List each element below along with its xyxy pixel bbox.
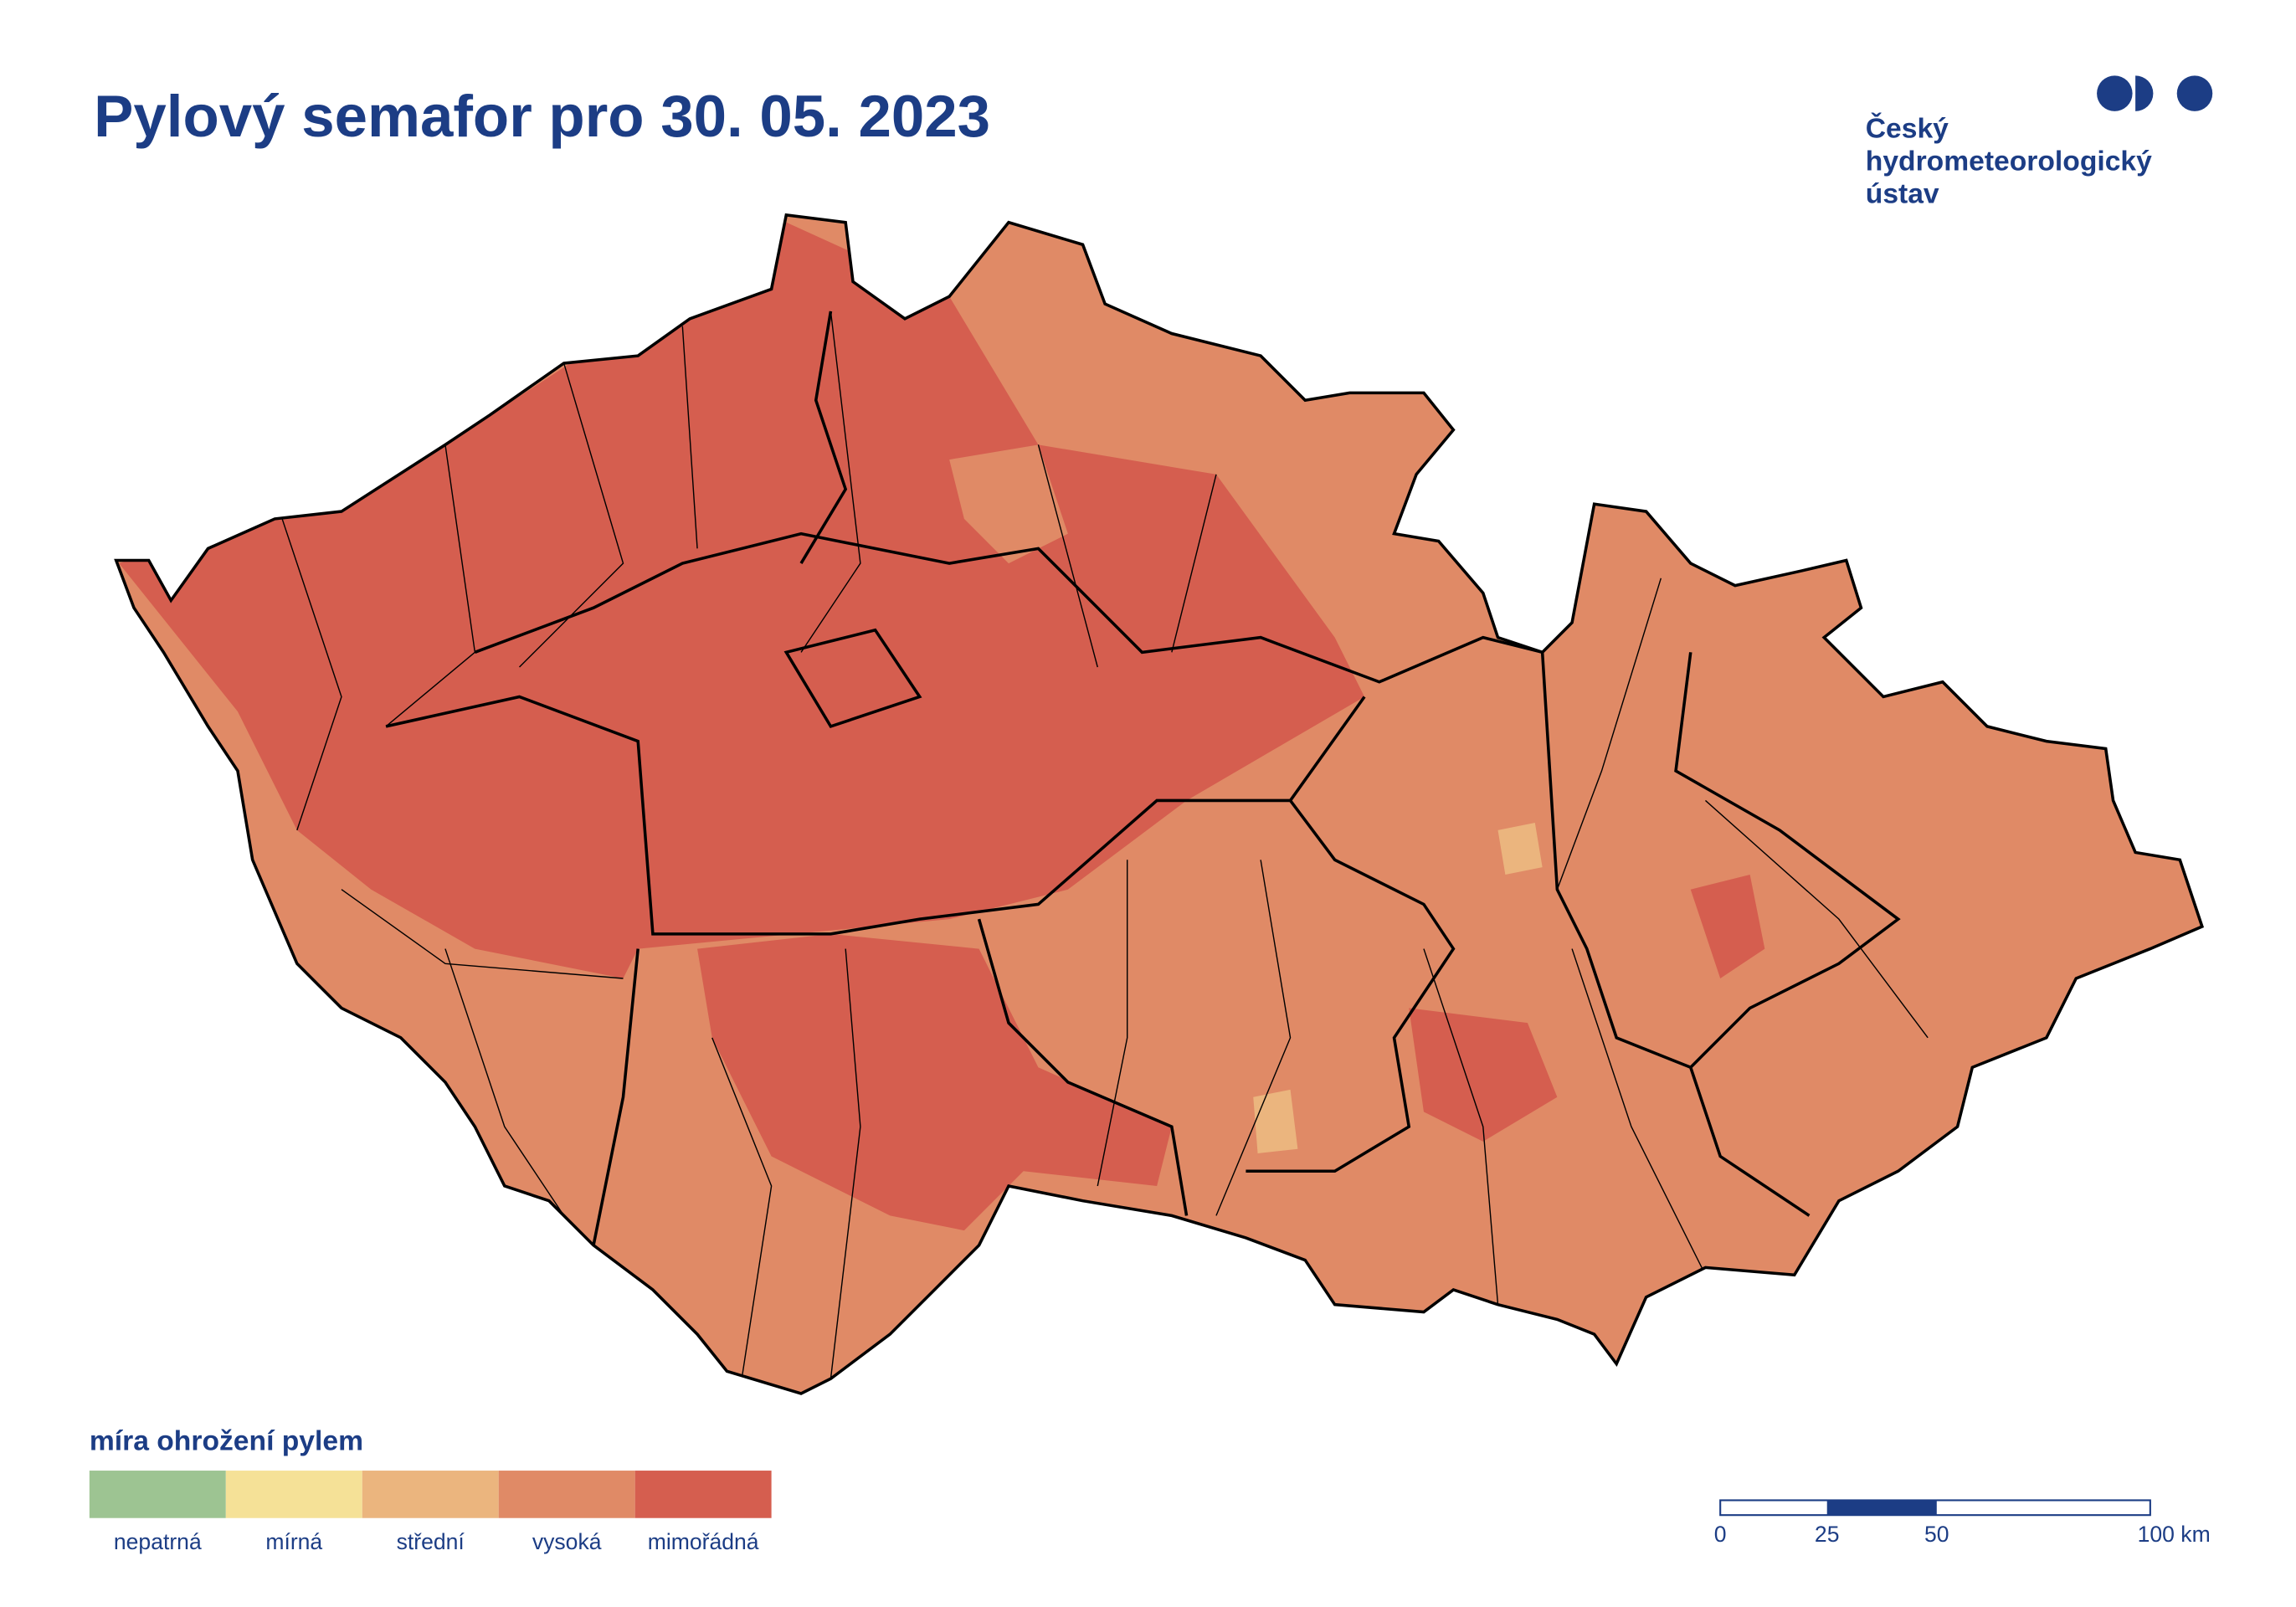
area-medium	[1253, 1089, 1298, 1154]
scale-label: 0	[1714, 1522, 1727, 1547]
logo-text: ústav	[1866, 179, 1939, 210]
logo-dot	[2176, 75, 2213, 111]
logo-text: hydrometeorologický	[1866, 146, 2152, 177]
region-borders	[385, 311, 1901, 1246]
legend-swatch	[225, 1471, 362, 1518]
logo-half	[2135, 75, 2154, 111]
area-extreme	[119, 222, 1365, 979]
legend-title: míra ohrožení pylem	[90, 1425, 363, 1456]
logo-text: Český	[1866, 112, 1949, 145]
scale-label: 50	[1924, 1522, 1949, 1547]
legend: míra ohrožení pylem nepatrná mírná střední…	[89, 1425, 772, 1554]
legend-label: mimořádná	[648, 1529, 759, 1554]
legend-label: mírná	[265, 1529, 322, 1554]
legend-label: nepatrná	[114, 1529, 202, 1554]
legend-swatch	[362, 1471, 499, 1518]
area-extreme	[1690, 875, 1765, 979]
area-medium	[1497, 823, 1543, 875]
legend-swatch	[89, 1471, 226, 1518]
area-high	[949, 444, 1068, 564]
logo: Český hydrometeorologický ústav	[1866, 75, 2213, 210]
legend-label: vysoká	[532, 1529, 602, 1554]
scale-bar: 0 25 50 100 km	[1714, 1499, 2211, 1547]
scale-label: 25	[1815, 1522, 1840, 1547]
legend-label: střední	[397, 1529, 465, 1554]
area-extreme	[1409, 1008, 1558, 1142]
title: Pylový semafor pro 30. 05. 2023	[94, 84, 990, 150]
scale-segment	[1826, 1500, 1937, 1516]
area-extreme	[697, 933, 1172, 1231]
logo-dot	[2097, 75, 2133, 111]
legend-swatch	[634, 1471, 772, 1518]
scale-label: 100 km	[2138, 1522, 2211, 1547]
legend-swatch	[498, 1471, 635, 1518]
